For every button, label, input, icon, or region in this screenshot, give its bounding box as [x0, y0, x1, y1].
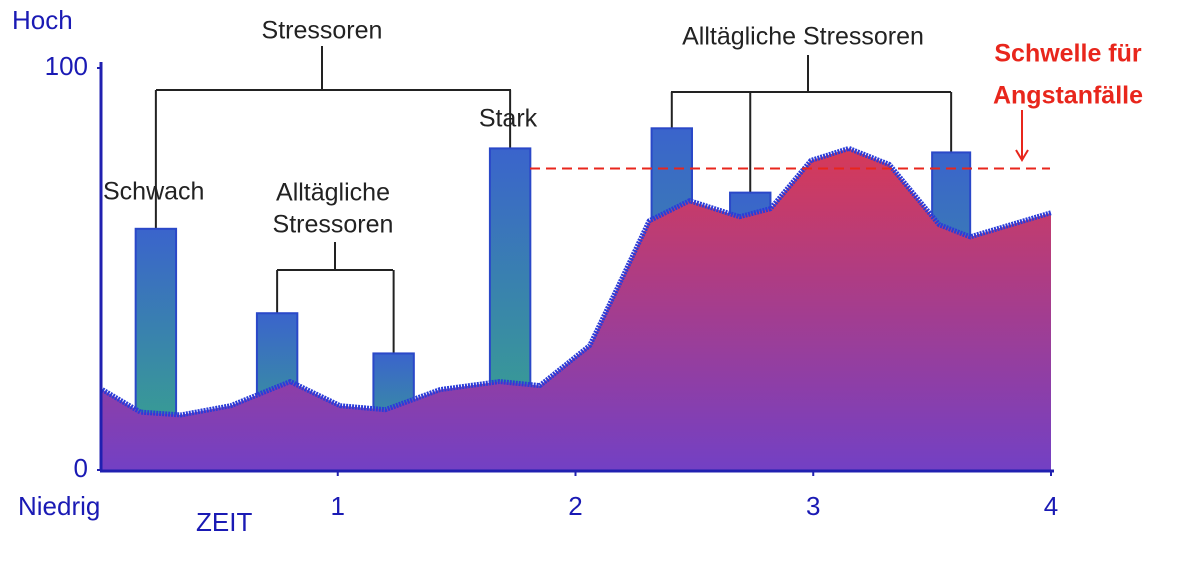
- bracket: [156, 46, 511, 91]
- y-top-label: Hoch: [12, 5, 73, 35]
- brackets: [154, 46, 1029, 354]
- area: [102, 148, 1051, 470]
- x-axis-label: ZEIT: [196, 507, 252, 537]
- bracket: [671, 55, 951, 93]
- y-tick-label: 0: [74, 453, 88, 483]
- threshold-label: Schwelle für: [994, 40, 1142, 68]
- threshold-label: Angstanfälle: [993, 82, 1143, 110]
- y-tick-label: 100: [45, 51, 88, 81]
- annotation: Alltägliche: [276, 179, 390, 207]
- annotation: Alltägliche Stressoren: [682, 23, 924, 51]
- x-tick-label: 1: [331, 491, 345, 521]
- x-tick-label: 3: [806, 491, 820, 521]
- annotation: Stressoren: [273, 211, 394, 239]
- arrow: [1015, 110, 1029, 162]
- x-tick-label: 4: [1044, 491, 1058, 521]
- bracket: [277, 242, 393, 271]
- x-tick-label: 2: [568, 491, 582, 521]
- annotation: Schwach: [103, 178, 204, 206]
- annotation: Stark: [479, 105, 538, 133]
- annotation: Stressoren: [262, 17, 383, 45]
- y-bottom-label: Niedrig: [18, 491, 100, 521]
- curve: [101, 145, 1052, 418]
